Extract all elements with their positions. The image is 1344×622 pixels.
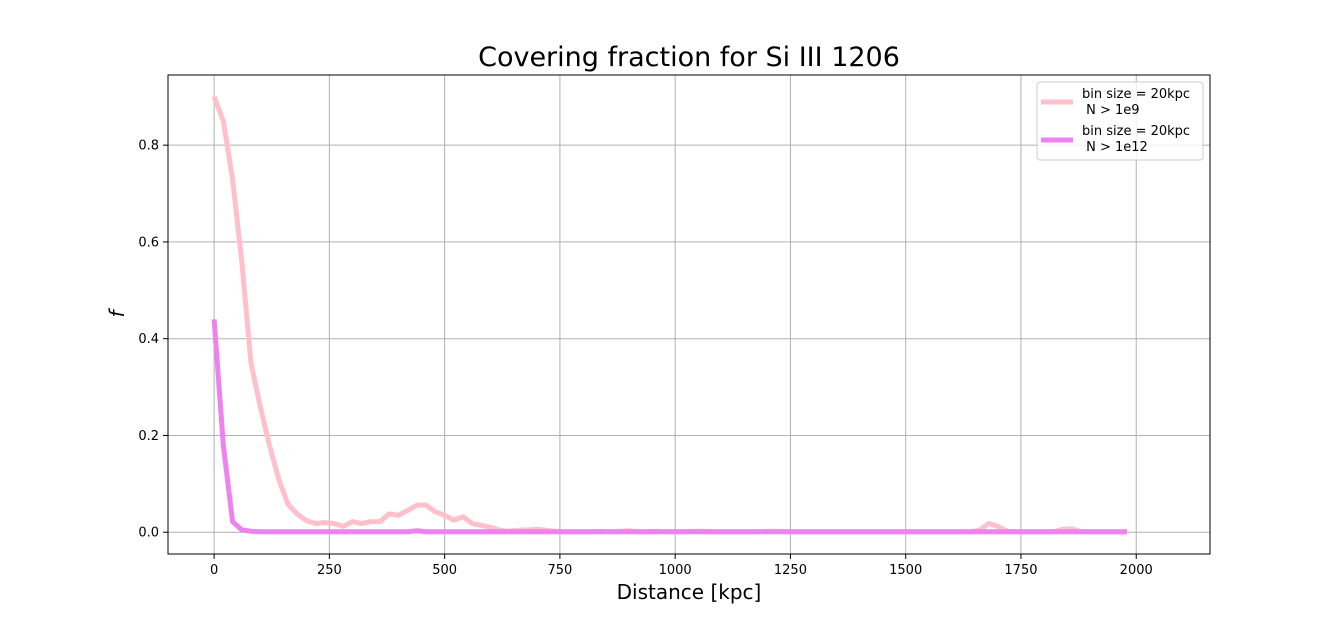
legend-label-1e12-line2: N > 1e12 (1082, 140, 1148, 155)
x-tick-label: 1250 (774, 563, 807, 578)
series-line-n-gt-1e12 (211, 319, 1128, 535)
x-tick-label: 1500 (889, 563, 922, 578)
legend-label-1e12-line1: bin size = 20kpc (1082, 124, 1190, 139)
x-tick-label: 750 (547, 563, 572, 578)
series-line-n-gt-1e9 (211, 95, 1128, 535)
chart-title: Covering fraction for Si III 1206 (478, 42, 900, 73)
legend-label-1e9-line2: N > 1e9 (1082, 103, 1140, 118)
y-axis-ticks: 0.0 0.2 0.4 0.6 0.8 (138, 139, 168, 541)
x-axis-label: Distance [kpc] (617, 580, 762, 604)
x-tick-label: 2000 (1120, 563, 1153, 578)
legend-box (1036, 81, 1204, 161)
x-tick-label: 500 (432, 563, 457, 578)
y-tick-label: 0.0 (138, 526, 159, 541)
series-lines (211, 95, 1128, 535)
legend: bin size = 20kpc N > 1e9 bin size = 20kp… (1036, 81, 1204, 161)
y-tick-label: 0.2 (138, 429, 159, 444)
x-tick-label: 0 (210, 563, 218, 578)
x-axis-ticks: 0 250 500 750 1000 1250 1500 1750 2000 (210, 554, 1153, 578)
x-tick-label: 250 (317, 563, 342, 578)
y-tick-label: 0.8 (138, 139, 159, 154)
x-tick-label: 1000 (659, 563, 692, 578)
plot-frame (167, 74, 1211, 555)
x-tick-label: 1750 (1004, 563, 1037, 578)
y-axis-label: f (105, 308, 129, 318)
y-tick-label: 0.6 (138, 235, 159, 250)
legend-label-1e9-line1: bin size = 20kpc (1082, 87, 1190, 102)
y-tick-label: 0.4 (138, 332, 159, 347)
